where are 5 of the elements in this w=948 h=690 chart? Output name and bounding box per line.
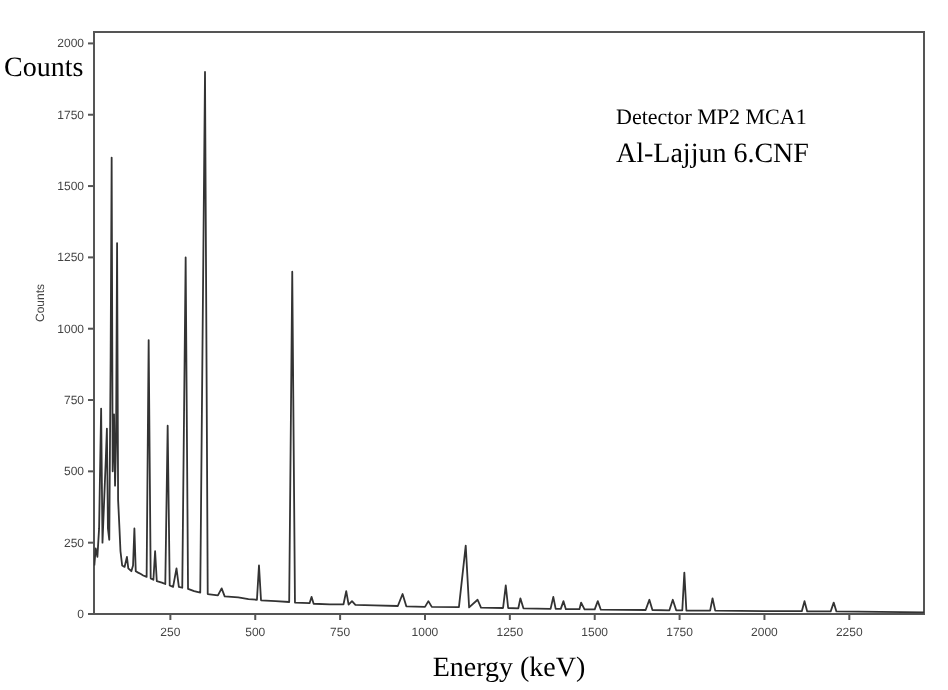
y-axis-title: Counts: [4, 54, 84, 84]
line-series: [94, 71, 924, 614]
annotation: Detector MP2 MCA1: [616, 106, 807, 130]
x-axis-title: Energy (keV): [432, 654, 586, 684]
annotation: Al-Lajjun 6.CNF: [616, 140, 810, 170]
